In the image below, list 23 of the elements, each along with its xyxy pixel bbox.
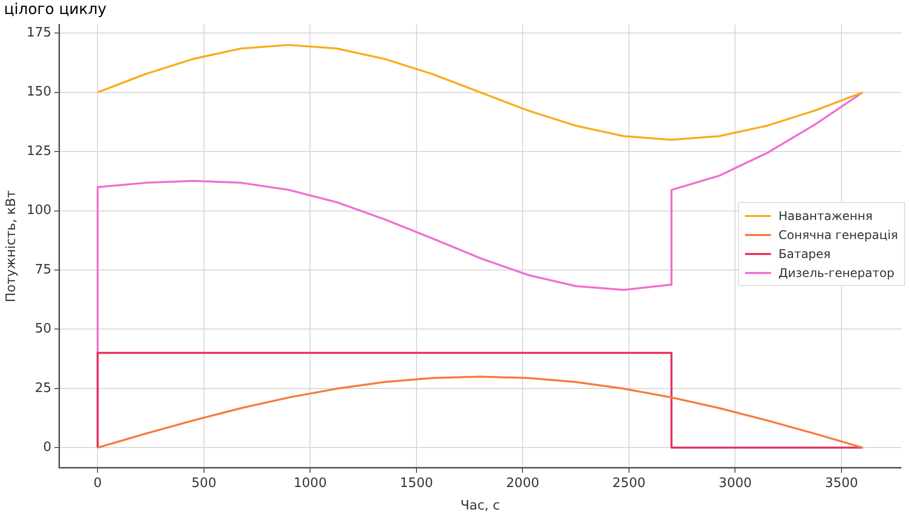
x-tick-label: 2500 — [612, 476, 646, 491]
y-tick-label: 100 — [26, 203, 52, 218]
x-tick-label: 2000 — [506, 476, 540, 491]
legend-label: Батарея — [778, 246, 831, 260]
x-tick-label: 0 — [94, 476, 102, 491]
y-tick-label: 50 — [34, 322, 52, 337]
x-tick-label: 3500 — [824, 476, 858, 491]
legend-label: Сонячна генерація — [778, 228, 898, 242]
y-axis-title: Потужність, кВт — [4, 190, 20, 302]
y-tick-label: 0 — [43, 440, 52, 456]
x-tick-label: 500 — [192, 476, 216, 491]
legend-label: Дизель-генератор — [778, 266, 894, 280]
x-axis-title: Час, с — [460, 498, 500, 514]
y-tick-label: 75 — [34, 262, 52, 278]
x-tick-label: 3000 — [718, 476, 752, 491]
x-tick-label: 1000 — [294, 476, 327, 491]
legend-label: Навантаження — [778, 208, 873, 222]
x-tick-label: 1500 — [400, 476, 433, 491]
y-tick-label: 25 — [34, 380, 52, 396]
chart-title: цілого циклу — [4, 0, 106, 18]
y-tick-label: 175 — [26, 25, 52, 40]
y-tick-label: 125 — [26, 144, 52, 159]
y-tick-label: 150 — [26, 84, 52, 100]
